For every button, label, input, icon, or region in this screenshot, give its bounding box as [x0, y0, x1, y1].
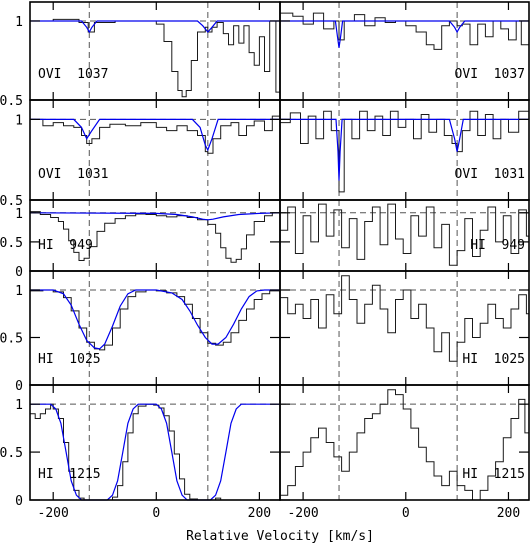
- left-xtick-label: 0: [152, 506, 160, 521]
- panel-5-left-ion-label: HI 1215: [38, 467, 101, 482]
- panel-1-right-spectrum: [280, 12, 530, 50]
- panel-2-left-frame: [29, 99, 281, 201]
- panel-4-left-ion-label: HI 1025: [38, 352, 101, 367]
- panel-2-ytick-label: 0.5: [0, 194, 23, 209]
- panel-4-right-frame: [279, 270, 530, 386]
- panel-1-left-spectrum: [30, 18, 281, 98]
- panel-5-right-ion-label: HI 1215: [462, 467, 525, 482]
- panel-5-right-spectrum: [280, 389, 530, 501]
- panel-3-right-ion-label: HI 949: [470, 238, 525, 253]
- data-series: [29, 12, 530, 501]
- panel-2-ytick-label: 1: [15, 113, 23, 128]
- panel-1-ytick-label: 0.5: [0, 94, 23, 109]
- panel-2-left-model-fit: [30, 118, 280, 152]
- panel-4-left-spectrum: [30, 289, 281, 351]
- x-axis-title: Relative Velocity [km/s]: [186, 529, 374, 544]
- panel-4-left-model-fit: [30, 289, 280, 350]
- panel-3-ytick-label: 0: [15, 265, 23, 280]
- panel-frames: [29, 1, 530, 501]
- panel-3-right-spectrum: [280, 203, 530, 266]
- panel-4-ytick-label: 1: [15, 284, 23, 299]
- panel-3-left-ion-label: HI 949: [38, 238, 93, 253]
- right-xtick-label: 200: [497, 506, 520, 521]
- panel-5-ytick-label: 0: [15, 494, 23, 509]
- panel-4-left-frame: [29, 270, 281, 386]
- panel-3-left-model-fit: [29, 212, 281, 221]
- panel-3-right-frame: [279, 199, 530, 272]
- panel-2-right-model-fit: [280, 118, 529, 181]
- left-xtick-label: 200: [248, 506, 271, 521]
- panel-4-ytick-label: 0.5: [0, 332, 23, 347]
- panel-2-left-ion-label: OVI 1031: [38, 167, 108, 182]
- panel-3-left-spectrum: [30, 211, 281, 263]
- panel-1-right-frame: [279, 1, 530, 101]
- panel-3-ytick-label: 0.5: [0, 236, 23, 251]
- panel-1-left-frame: [29, 1, 281, 101]
- panel-5-ytick-label: 0.5: [0, 446, 23, 461]
- panel-4-ytick-label: 0: [15, 379, 23, 394]
- panel-1-right-ion-label: OVI 1037: [455, 67, 525, 82]
- panel-5-left-model-fit: [30, 403, 280, 501]
- axis-ticks: [30, 2, 529, 501]
- panel-1-right-model-fit: [280, 20, 529, 48]
- panel-3-ytick-label: 1: [15, 207, 23, 222]
- left-xtick-label: -200: [38, 506, 69, 521]
- panel-2-right-ion-label: OVI 1031: [455, 167, 525, 182]
- panel-3-left-frame: [29, 199, 281, 272]
- panel-4-right-ion-label: HI 1025: [462, 352, 525, 367]
- panel-5-right-frame: [279, 384, 530, 501]
- panel-1-left-ion-label: OVI 1037: [38, 67, 108, 82]
- panel-1-left-model-fit: [30, 20, 280, 34]
- panel-5-ytick-label: 1: [15, 398, 23, 413]
- panel-5-left-spectrum: [30, 403, 280, 501]
- panel-4-right-spectrum: [280, 275, 530, 362]
- right-xtick-label: 0: [402, 506, 410, 521]
- panel-1-ytick-label: 1: [15, 15, 23, 30]
- right-xtick-label: -200: [287, 506, 318, 521]
- panel-2-left-spectrum: [30, 115, 281, 154]
